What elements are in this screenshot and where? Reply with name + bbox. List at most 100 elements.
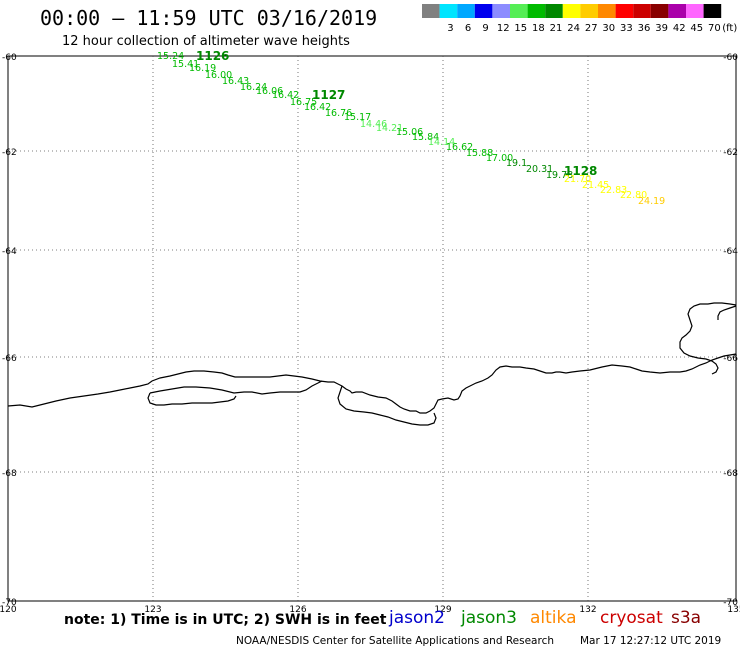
wave-height-value: 16.19 [189,63,216,74]
page-subtitle: 12 hour collection of altimeter wave hei… [62,34,350,49]
legend-swatch [422,4,440,18]
track-labels: 1126 1127 1128 [196,49,597,178]
lat-label-right: -62 [723,148,738,158]
satellite-label-s3a: s3a [671,608,702,628]
wave-height-value: 15.24 [157,51,184,62]
lat-label: -66 [2,354,17,364]
wave-height-value: 17.00 [486,153,513,164]
lat-label-right: -70 [723,598,738,608]
coastline-east [679,302,737,375]
wave-height-value: 19.1 [506,158,527,169]
coastline-east-inlet [717,305,737,320]
coastline-inlet [149,380,323,395]
wave-height-value: 16.06 [256,86,283,97]
wave-height-value: 14.46 [360,119,387,130]
legend-tick-label: 39 [655,23,668,34]
footer-note: note: 1) Time is in UTC; 2) SWH is in fe… [64,612,387,628]
legend-swatch [510,4,528,18]
lon-label: 126 [289,605,306,615]
wave-height-value: 21.70 [564,174,591,185]
wave-height-value: 16.42 [272,90,299,101]
legend-swatch [598,4,616,18]
legend-tick-label: 24 [567,23,580,34]
legend-tick-label: 3 [447,23,453,34]
legend-swatch [457,4,475,18]
legend-tick-label: 9 [482,23,488,34]
satellite-track: 15.2415.4116.1916.0016.4316.2416.0616.42… [157,51,665,207]
lon-label: 135 [727,605,740,615]
wave-height-value: 16.24 [240,82,267,93]
wave-height-value: 15.06 [396,127,423,138]
satellite-label-jason3: jason3 [461,608,517,628]
legend-swatch [439,4,458,18]
wave-height-value: 16.43 [222,76,249,87]
legend-tick-label: 15 [514,23,527,34]
color-scale-legend: 3 6 9 12 15 18 21 24 27 30 33 36 39 42 45 70 (ft) [422,4,737,34]
legend-unit-label: (ft) [722,23,737,34]
legend-swatch [668,4,686,18]
lat-label: -68 [2,469,17,479]
track-time-label: 1126 [196,49,229,63]
legend-swatch [615,4,634,18]
legend-tick-label: 18 [532,23,545,34]
lat-label: -62 [2,148,17,158]
legend-tick-label: 70 [708,23,721,34]
legend-swatch [686,4,704,18]
footer-credit: NOAA/NESDIS Center for Satellite Applica… [236,635,554,647]
legend-swatch [492,4,510,18]
map-frame [7,55,737,602]
legend-tick-label: 36 [638,23,651,34]
wave-height-value: 14.14 [428,137,455,148]
wave-height-value: 15.84 [412,132,439,143]
gridlines [8,56,736,601]
wave-height-value: 19.78 [546,170,573,181]
legend-tick-label: 45 [690,23,703,34]
legend-tick-label: 6 [465,23,471,34]
lat-label-right: -60 [723,53,738,63]
lat-label: -60 [2,53,17,63]
legend-swatch [580,4,598,18]
wave-height-value: 16.62 [446,142,473,153]
wave-height-value: 22.83 [600,185,627,196]
legend-swatch [650,4,669,18]
wave-height-value: 22.80 [620,190,647,201]
legend-tick-label: 42 [673,23,686,34]
legend-tick-label: 30 [602,23,615,34]
wave-height-value: 16.00 [205,70,232,81]
coastline-headland [337,385,437,426]
legend-swatch [562,4,581,18]
lon-label: 132 [579,605,596,615]
page-title: 00:00 – 11:59 UTC 03/16/2019 [40,6,378,30]
wave-height-value: 16.42 [304,102,331,113]
wave-height-value: 16.76 [325,108,352,119]
wave-height-value: 21.45 [582,180,609,191]
satellite-label-jason2: jason2 [389,608,445,628]
coastline-bay [147,392,237,406]
lon-label: 123 [144,605,161,615]
lon-label: 129 [434,605,451,615]
wave-height-value: 14.21 [376,123,403,134]
legend-tick-label: 21 [550,23,563,34]
lat-label-right: -66 [723,354,738,364]
wave-height-value: 24.19 [638,196,665,207]
legend-swatch [527,4,546,18]
legend-swatch [545,4,563,18]
satellite-label-altika: altika [530,608,577,628]
lon-label: 120 [0,605,17,615]
legend-swatch [633,4,651,18]
wave-height-value: 15.17 [344,112,371,123]
wave-height-value: 15.88 [466,148,493,159]
wave-height-value: 16.75 [290,97,317,108]
footer-timestamp: Mar 17 12:27:12 UTC 2019 [580,635,722,647]
track-time-label: 1128 [564,164,597,178]
legend-tick-label: 33 [620,23,633,34]
legend-tick-label: 27 [585,23,598,34]
legend-swatch [703,4,722,18]
lat-label: -64 [2,247,17,257]
legend-swatch [474,4,493,18]
lat-label-right: -68 [723,469,738,479]
lat-label: -70 [2,598,17,608]
